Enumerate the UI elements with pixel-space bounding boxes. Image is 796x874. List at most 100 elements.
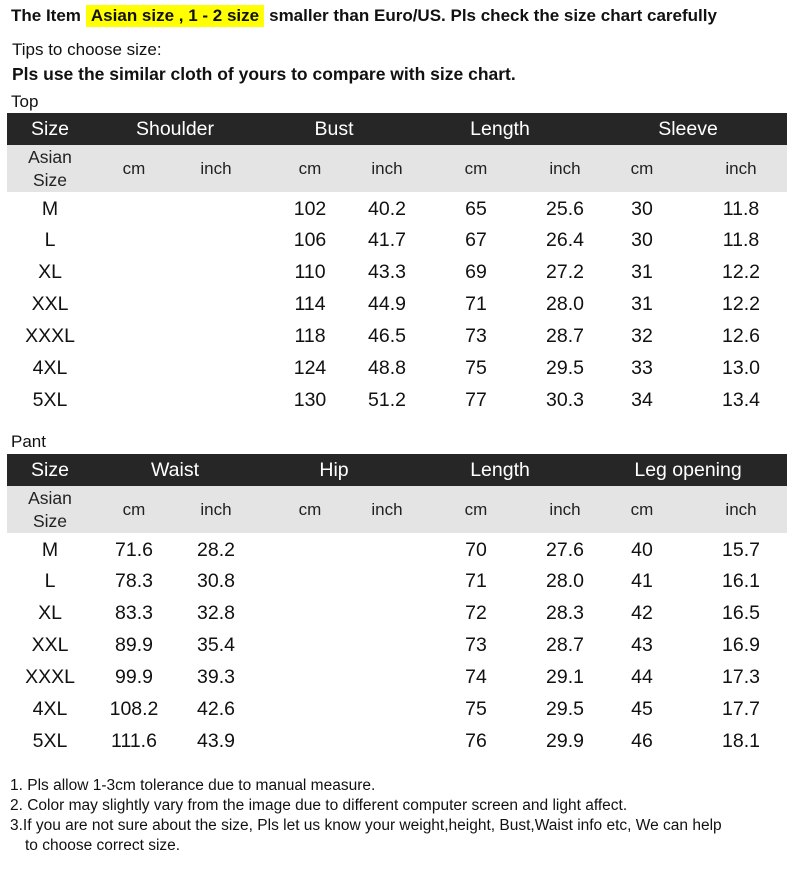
shoulder-header: Shoulder: [93, 113, 257, 145]
unit-cm: cm: [589, 145, 695, 192]
unit-inch: inch: [175, 145, 257, 192]
unit-inch: inch: [695, 486, 788, 533]
pant-unit-row: Asian Size cm inch cm inch cm inch cm in…: [7, 486, 788, 533]
cell-length-inch: 29.5: [546, 697, 584, 720]
cell-length-cm: 70: [465, 538, 487, 561]
cell-leg-inch: 18.1: [722, 729, 760, 752]
cell-leg-inch: 17.3: [722, 665, 760, 688]
cell-length-cm: 69: [465, 260, 487, 283]
cell-hip-cm: [257, 533, 363, 565]
cell-shoulder-inch: [175, 224, 257, 256]
table-row: 5XL 130 51.2 77 30.3 34 13.4: [7, 384, 787, 416]
cell-bust-cm: 118: [294, 324, 326, 347]
cell-bust-cm: 106: [293, 228, 327, 251]
pant-section-label: Pant: [11, 432, 46, 451]
cell-size: M: [41, 197, 59, 220]
size-warning-headline: The Item Asian size , 1 - 2 size smaller…: [11, 4, 717, 28]
cell-size: 5XL: [32, 729, 68, 752]
note-3-continued: to choose correct size.: [25, 837, 181, 854]
cell-leg-cm: 41: [631, 569, 653, 592]
cell-waist-cm: 78.3: [115, 569, 153, 592]
pant-size-table: Size Waist Hip Length Leg opening Asian …: [7, 454, 788, 757]
cell-bust-inch: 46.5: [368, 324, 406, 347]
cell-shoulder-inch: [175, 192, 257, 224]
cell-shoulder-inch: [175, 256, 257, 288]
cell-sleeve-inch: 11.8: [722, 197, 760, 220]
cell-leg-inch: 17.7: [722, 697, 760, 720]
cell-size: 4XL: [32, 356, 68, 379]
table-row: XXXL 118 46.5 73 28.7 32 12.6: [7, 320, 787, 352]
table-row: L 106 41.7 67 26.4 30 11.8: [7, 224, 787, 256]
table-row: 5XL 111.6 43.9 76 29.9 46 18.1: [7, 725, 787, 757]
cell-length-inch: 29.1: [546, 665, 584, 688]
cell-shoulder-cm: [93, 384, 175, 416]
cell-hip-inch: [363, 597, 411, 629]
cell-size: M: [41, 538, 59, 561]
size-header: Size: [7, 454, 93, 486]
top-unit-row: Asian Size cm inch cm inch cm inch cm in…: [7, 145, 787, 192]
top-header-row: Size Shoulder Bust Length Sleeve: [7, 113, 787, 145]
leg-opening-header: Leg opening: [589, 454, 788, 486]
cell-bust-inch: 43.3: [368, 260, 406, 283]
pant-data-body: M 71.6 28.2 70 27.6 40 15.7 L 78.3 30.8 71 28.0 41 16…: [7, 533, 787, 757]
cell-shoulder-cm: [93, 320, 175, 352]
table-row: XXL 114 44.9 71 28.0 31 12.2: [7, 288, 787, 320]
cell-length-cm: 75: [465, 697, 487, 720]
cell-leg-cm: 45: [631, 697, 653, 720]
cell-waist-inch: 42.6: [197, 697, 235, 720]
tips-label: Tips to choose size:: [12, 40, 162, 59]
table-row: XL 83.3 32.8 72 28.3 42 16.5: [7, 597, 787, 629]
cell-sleeve-cm: 31: [631, 292, 653, 315]
cell-sleeve-inch: 12.2: [722, 292, 760, 315]
unit-cm: cm: [93, 486, 175, 533]
cell-bust-cm: 130: [293, 388, 327, 411]
unit-inch: inch: [695, 145, 787, 192]
cell-shoulder-inch: [175, 320, 257, 352]
cell-hip-inch: [363, 565, 411, 597]
length-header: Length: [411, 454, 590, 486]
cell-shoulder-inch: [175, 384, 257, 416]
cell-hip-inch: [363, 533, 411, 565]
table-row: 4XL 124 48.8 75 29.5 33 13.0: [7, 352, 787, 384]
cell-leg-cm: 46: [631, 729, 653, 752]
cell-length-cm: 72: [465, 601, 487, 624]
unit-cm: cm: [257, 145, 363, 192]
cell-waist-inch: 35.4: [197, 633, 235, 656]
unit-cm: cm: [411, 145, 541, 192]
cell-shoulder-cm: [93, 352, 175, 384]
cell-hip-cm: [257, 597, 363, 629]
cell-length-cm: 71: [465, 569, 487, 592]
note-1: 1. Pls allow 1-3cm tolerance due to manu…: [10, 777, 376, 794]
cell-waist-inch: 39.3: [197, 665, 235, 688]
cell-sleeve-cm: 32: [631, 324, 653, 347]
cell-bust-cm: 110: [294, 260, 326, 283]
cell-hip-cm: [257, 693, 363, 725]
headline-suffix: smaller than Euro/US. Pls check the size…: [269, 6, 717, 25]
note-2: 2. Color may slightly vary from the imag…: [10, 797, 628, 814]
cell-shoulder-cm: [93, 256, 175, 288]
length-header: Length: [411, 113, 589, 145]
cell-sleeve-inch: 13.0: [722, 356, 760, 379]
table-row: XL 110 43.3 69 27.2 31 12.2: [7, 256, 787, 288]
note-3: 3.If you are not sure about the size, Pl…: [10, 817, 722, 834]
unit-cm: cm: [257, 486, 363, 533]
cell-length-cm: 74: [465, 665, 487, 688]
unit-inch: inch: [541, 486, 590, 533]
cell-leg-cm: 42: [631, 601, 653, 624]
cell-waist-inch: 30.8: [197, 569, 235, 592]
cell-hip-cm: [257, 565, 363, 597]
asian-size-line2: Size: [32, 169, 68, 190]
cell-leg-inch: 16.1: [722, 569, 760, 592]
cell-length-cm: 65: [465, 197, 487, 220]
cell-length-cm: 67: [465, 228, 487, 251]
cell-size: L: [44, 228, 56, 251]
cell-length-inch: 28.0: [546, 569, 584, 592]
unit-cm: cm: [589, 486, 696, 533]
table-row: M 71.6 28.2 70 27.6 40 15.7: [7, 533, 787, 565]
cell-bust-inch: 44.9: [368, 292, 406, 315]
cell-hip-cm: [257, 629, 363, 661]
cell-shoulder-cm: [93, 192, 175, 224]
waist-header: Waist: [93, 454, 257, 486]
cell-length-cm: 73: [465, 324, 487, 347]
table-row: XXL 89.9 35.4 73 28.7 43 16.9: [7, 629, 787, 661]
